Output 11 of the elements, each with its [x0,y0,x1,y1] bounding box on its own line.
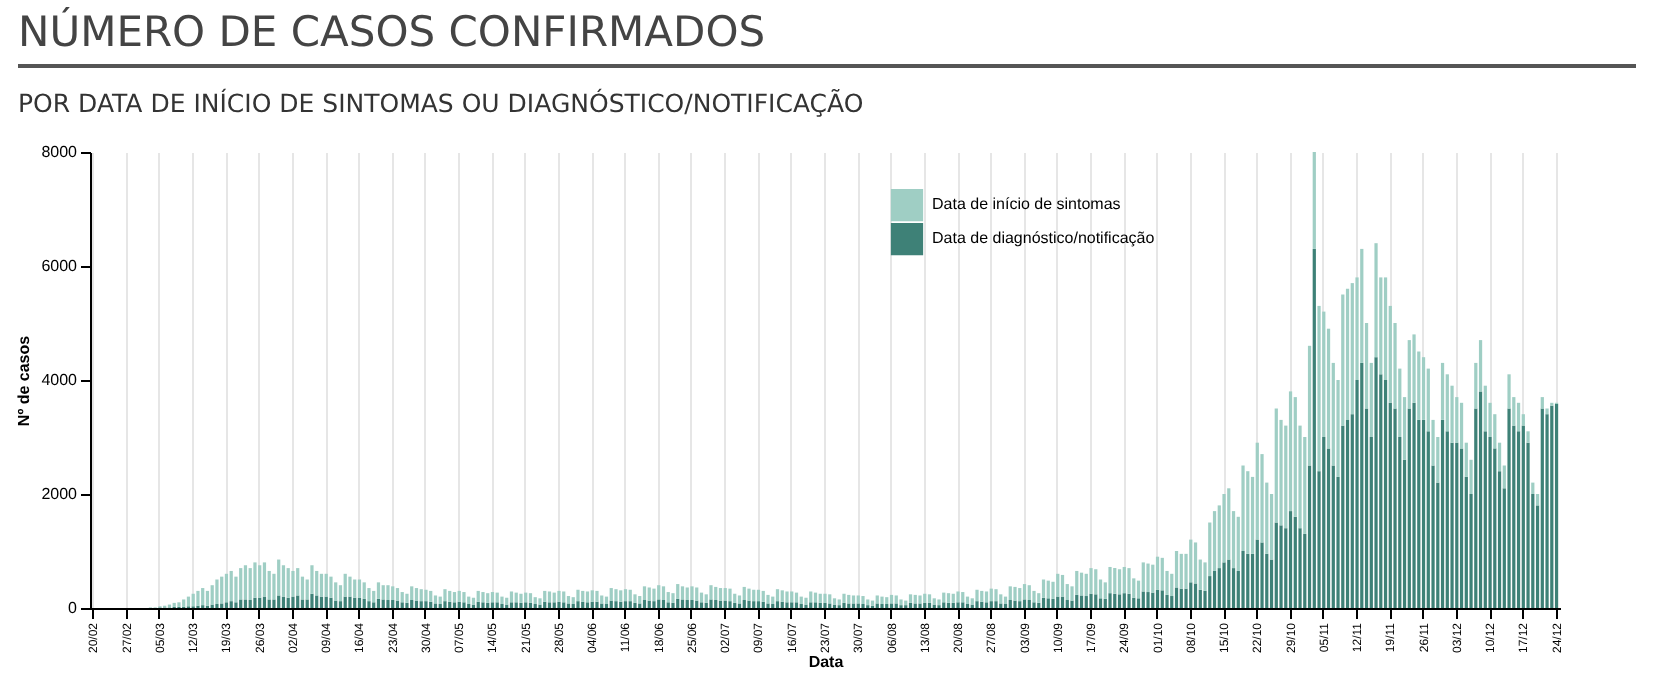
y-tick-label: 0 [68,599,79,617]
y-tick-label: 2000 [41,485,79,503]
chart-subtitle: POR DATA DE INÍCIO DE SINTOMAS OU DIAGNÓSTICO/NOTIFICAÇÃO [16,86,866,122]
x-axis-title: Data [808,653,845,672]
y-tick-label: 8000 [41,143,79,161]
y-tick-label: 4000 [41,371,79,389]
y-axis-title: Nº de casos [15,334,34,427]
chart-title: NÚMERO DE CASOS CONFIRMADOS [16,5,768,60]
y-tick-label: 6000 [41,257,79,275]
legend-label: Data de início de sintomas [932,195,1121,213]
legend-label: Data de diagnóstico/notificação [932,229,1156,247]
